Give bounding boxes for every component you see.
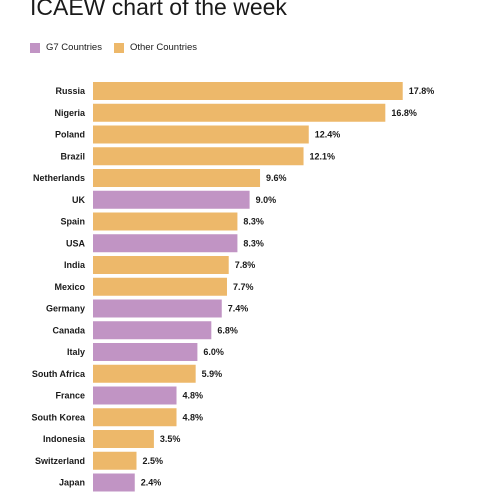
bar (93, 430, 154, 448)
value-label: 3.5% (160, 434, 181, 444)
category-label: Indonesia (43, 434, 86, 444)
category-label: France (55, 391, 85, 401)
bar (93, 256, 229, 274)
category-label: India (64, 260, 86, 270)
bar (93, 103, 386, 122)
value-label: 4.8% (183, 412, 204, 422)
legend: G7 Countries Other Countries (30, 42, 209, 53)
category-label: Japan (59, 478, 85, 488)
value-label: 6.0% (203, 347, 224, 357)
value-label: 16.8% (391, 108, 417, 118)
value-label: 5.9% (202, 369, 223, 379)
bar (93, 169, 261, 187)
category-label: Switzerland (35, 456, 85, 466)
category-label: Spain (60, 217, 85, 227)
bar (93, 386, 177, 405)
category-label: Italy (67, 347, 85, 357)
bar (93, 451, 137, 470)
category-label: Russia (55, 86, 86, 96)
value-label: 4.8% (183, 391, 204, 401)
bar (93, 234, 238, 253)
bar (93, 408, 177, 427)
value-label: 9.6% (266, 173, 287, 183)
bar (93, 82, 403, 100)
bar (93, 321, 212, 340)
category-label: Poland (55, 130, 85, 140)
legend-label-other: Other Countries (129, 42, 198, 53)
legend-item-other: Other Countries (113, 42, 198, 53)
category-label: Germany (46, 304, 85, 314)
category-label: Nigeria (54, 108, 86, 118)
category-label: South Korea (31, 412, 85, 422)
bar (93, 125, 309, 144)
bar (93, 147, 304, 166)
value-label: 12.4% (315, 130, 341, 140)
category-label: Mexico (54, 282, 85, 292)
legend-swatch-other (113, 42, 124, 53)
value-label: 9.0% (256, 195, 277, 205)
value-label: 2.5% (143, 456, 164, 466)
value-label: 7.7% (233, 282, 254, 292)
bar (93, 277, 227, 296)
category-label: Brazil (60, 151, 85, 161)
legend-swatch-g7 (30, 42, 40, 53)
value-label: 8.3% (243, 217, 264, 227)
value-label: 7.4% (228, 304, 249, 314)
category-label: USA (66, 238, 86, 248)
bar (93, 212, 238, 231)
bar (93, 473, 135, 492)
category-label: Canada (52, 325, 86, 335)
bar (93, 299, 222, 318)
chart-title: ICAEW chart of the week (30, 0, 287, 20)
category-label: South Africa (32, 369, 86, 379)
legend-label-g7: G7 Countries (46, 42, 102, 53)
value-label: 6.8% (217, 325, 238, 335)
category-label: Netherlands (33, 173, 85, 183)
value-label: 7.8% (235, 260, 256, 270)
bar (93, 364, 196, 383)
value-label: 17.8% (409, 86, 435, 96)
legend-item-g7: G7 Countries (30, 42, 102, 53)
value-label: 8.3% (243, 238, 264, 248)
bar (93, 343, 198, 361)
bar (93, 190, 250, 209)
value-label: 2.4% (141, 478, 162, 488)
category-label: UK (72, 195, 85, 205)
value-label: 12.1% (310, 151, 336, 161)
